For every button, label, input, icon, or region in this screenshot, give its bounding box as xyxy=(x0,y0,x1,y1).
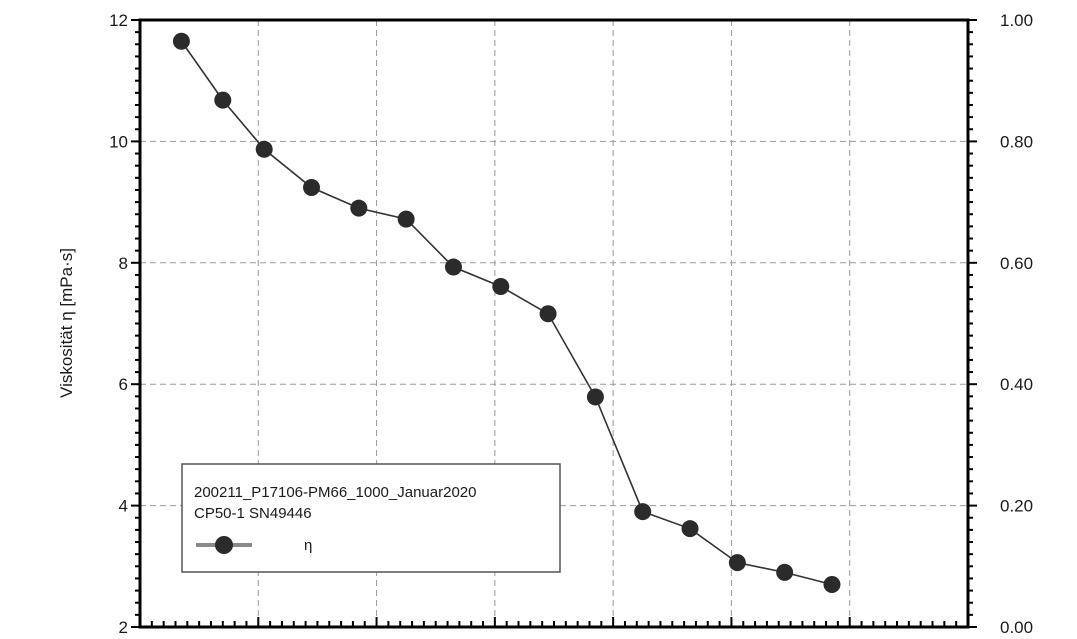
data-point xyxy=(303,179,321,197)
legend-line-2: CP50-1 SN49446 xyxy=(194,505,312,522)
data-point xyxy=(823,576,841,594)
legend-swatch-marker xyxy=(215,536,233,554)
data-point xyxy=(172,32,190,50)
axis-ticks xyxy=(131,19,977,628)
y2-tick-label: 0.60 xyxy=(1000,254,1033,273)
y2-tick-label: 0.00 xyxy=(1000,618,1033,637)
y2-tick-label: 0.40 xyxy=(1000,375,1033,394)
y2-tick-label: 1.00 xyxy=(1000,11,1033,30)
y2-tick-label: 0.20 xyxy=(1000,497,1033,516)
data-point xyxy=(214,91,232,109)
data-point xyxy=(255,140,273,158)
series-eta xyxy=(172,32,841,594)
data-point xyxy=(586,388,604,406)
data-point xyxy=(444,258,462,276)
legend-series-label: η xyxy=(304,537,312,554)
data-point xyxy=(681,520,699,538)
data-point xyxy=(397,210,415,228)
y-tick-label: 6 xyxy=(119,375,128,394)
y-tick-label: 2 xyxy=(119,618,128,637)
y-tick-label: 10 xyxy=(109,132,128,151)
y-tick-label: 4 xyxy=(119,497,128,516)
data-point xyxy=(350,199,368,217)
data-point xyxy=(634,503,652,521)
legend-line-1: 200211_P17106-PM66_1000_Januar2020 xyxy=(194,484,476,501)
y-tick-label: 8 xyxy=(119,254,128,273)
y2-tick-label: 0.80 xyxy=(1000,132,1033,151)
legend-box xyxy=(181,463,561,573)
legend: 200211_P17106-PM66_1000_Januar2020 CP50-… xyxy=(181,463,561,573)
tick-labels: 2 0.00 4 0.20 6 0.40 8 0.60 10 0.80 12 1.00 xyxy=(109,11,1033,637)
data-point xyxy=(492,277,510,295)
y-tick-label: 12 xyxy=(109,11,128,30)
y-axis-title: Viskosität η [mPa·s] xyxy=(57,248,76,398)
data-point xyxy=(776,563,794,581)
data-point xyxy=(539,305,557,323)
data-point xyxy=(728,554,746,572)
